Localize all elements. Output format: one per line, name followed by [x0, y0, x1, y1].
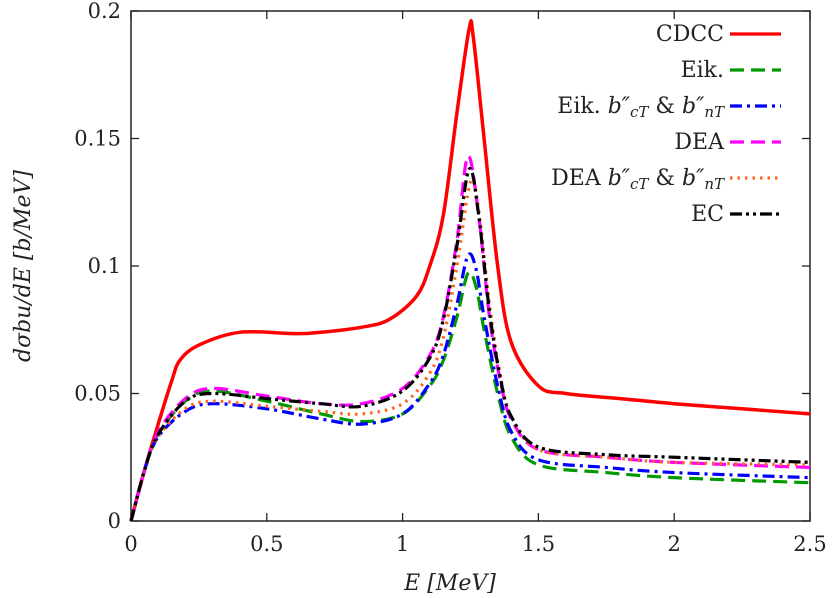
y-axis-label: dσbu/dE [b/MeV] [11, 170, 36, 362]
x-tick-label: 1.5 [522, 532, 555, 556]
legend-label: EC [691, 202, 724, 227]
legend-label: DEA [674, 130, 725, 155]
x-tick-label: 0 [124, 532, 137, 556]
x-tick-label: 0.5 [250, 532, 283, 556]
series-line-2 [129, 252, 811, 522]
series-line-5 [129, 167, 811, 522]
legend-label: CDCC [656, 22, 724, 47]
series-line-4 [129, 177, 811, 522]
y-tick-label: 0 [108, 509, 121, 533]
axes: 0 0.5 1 1.5 2 2.5 0 0.05 0.1 0.15 0.2 [74, 0, 826, 556]
y-tick-label: 0.1 [88, 254, 121, 278]
x-tick-label: 2.5 [793, 532, 826, 556]
y-tick-label: 0.15 [74, 127, 121, 151]
plot-frame [130, 10, 811, 522]
legend-label: Eik. [681, 58, 724, 83]
series-line-3 [129, 154, 811, 522]
x-tick-label: 2 [668, 532, 681, 556]
y-tick-label: 0.2 [88, 0, 121, 23]
series-line-0 [129, 19, 811, 522]
x-tick-label: 1 [396, 532, 409, 556]
legend-label: DEA b″cT​ & b″nT​ [551, 166, 725, 193]
legend-label: Eik. b″cT​ & b″nT​ [557, 94, 725, 121]
legend: CDCC Eik. Eik. b″cT​ & b″nT​ DEA DEA b″cT​ &… [551, 22, 781, 227]
x-axis-label: E [MeV] [403, 571, 496, 596]
y-tick-label: 0.05 [74, 382, 121, 406]
series-line-1 [129, 270, 811, 522]
series-lines [129, 19, 811, 522]
